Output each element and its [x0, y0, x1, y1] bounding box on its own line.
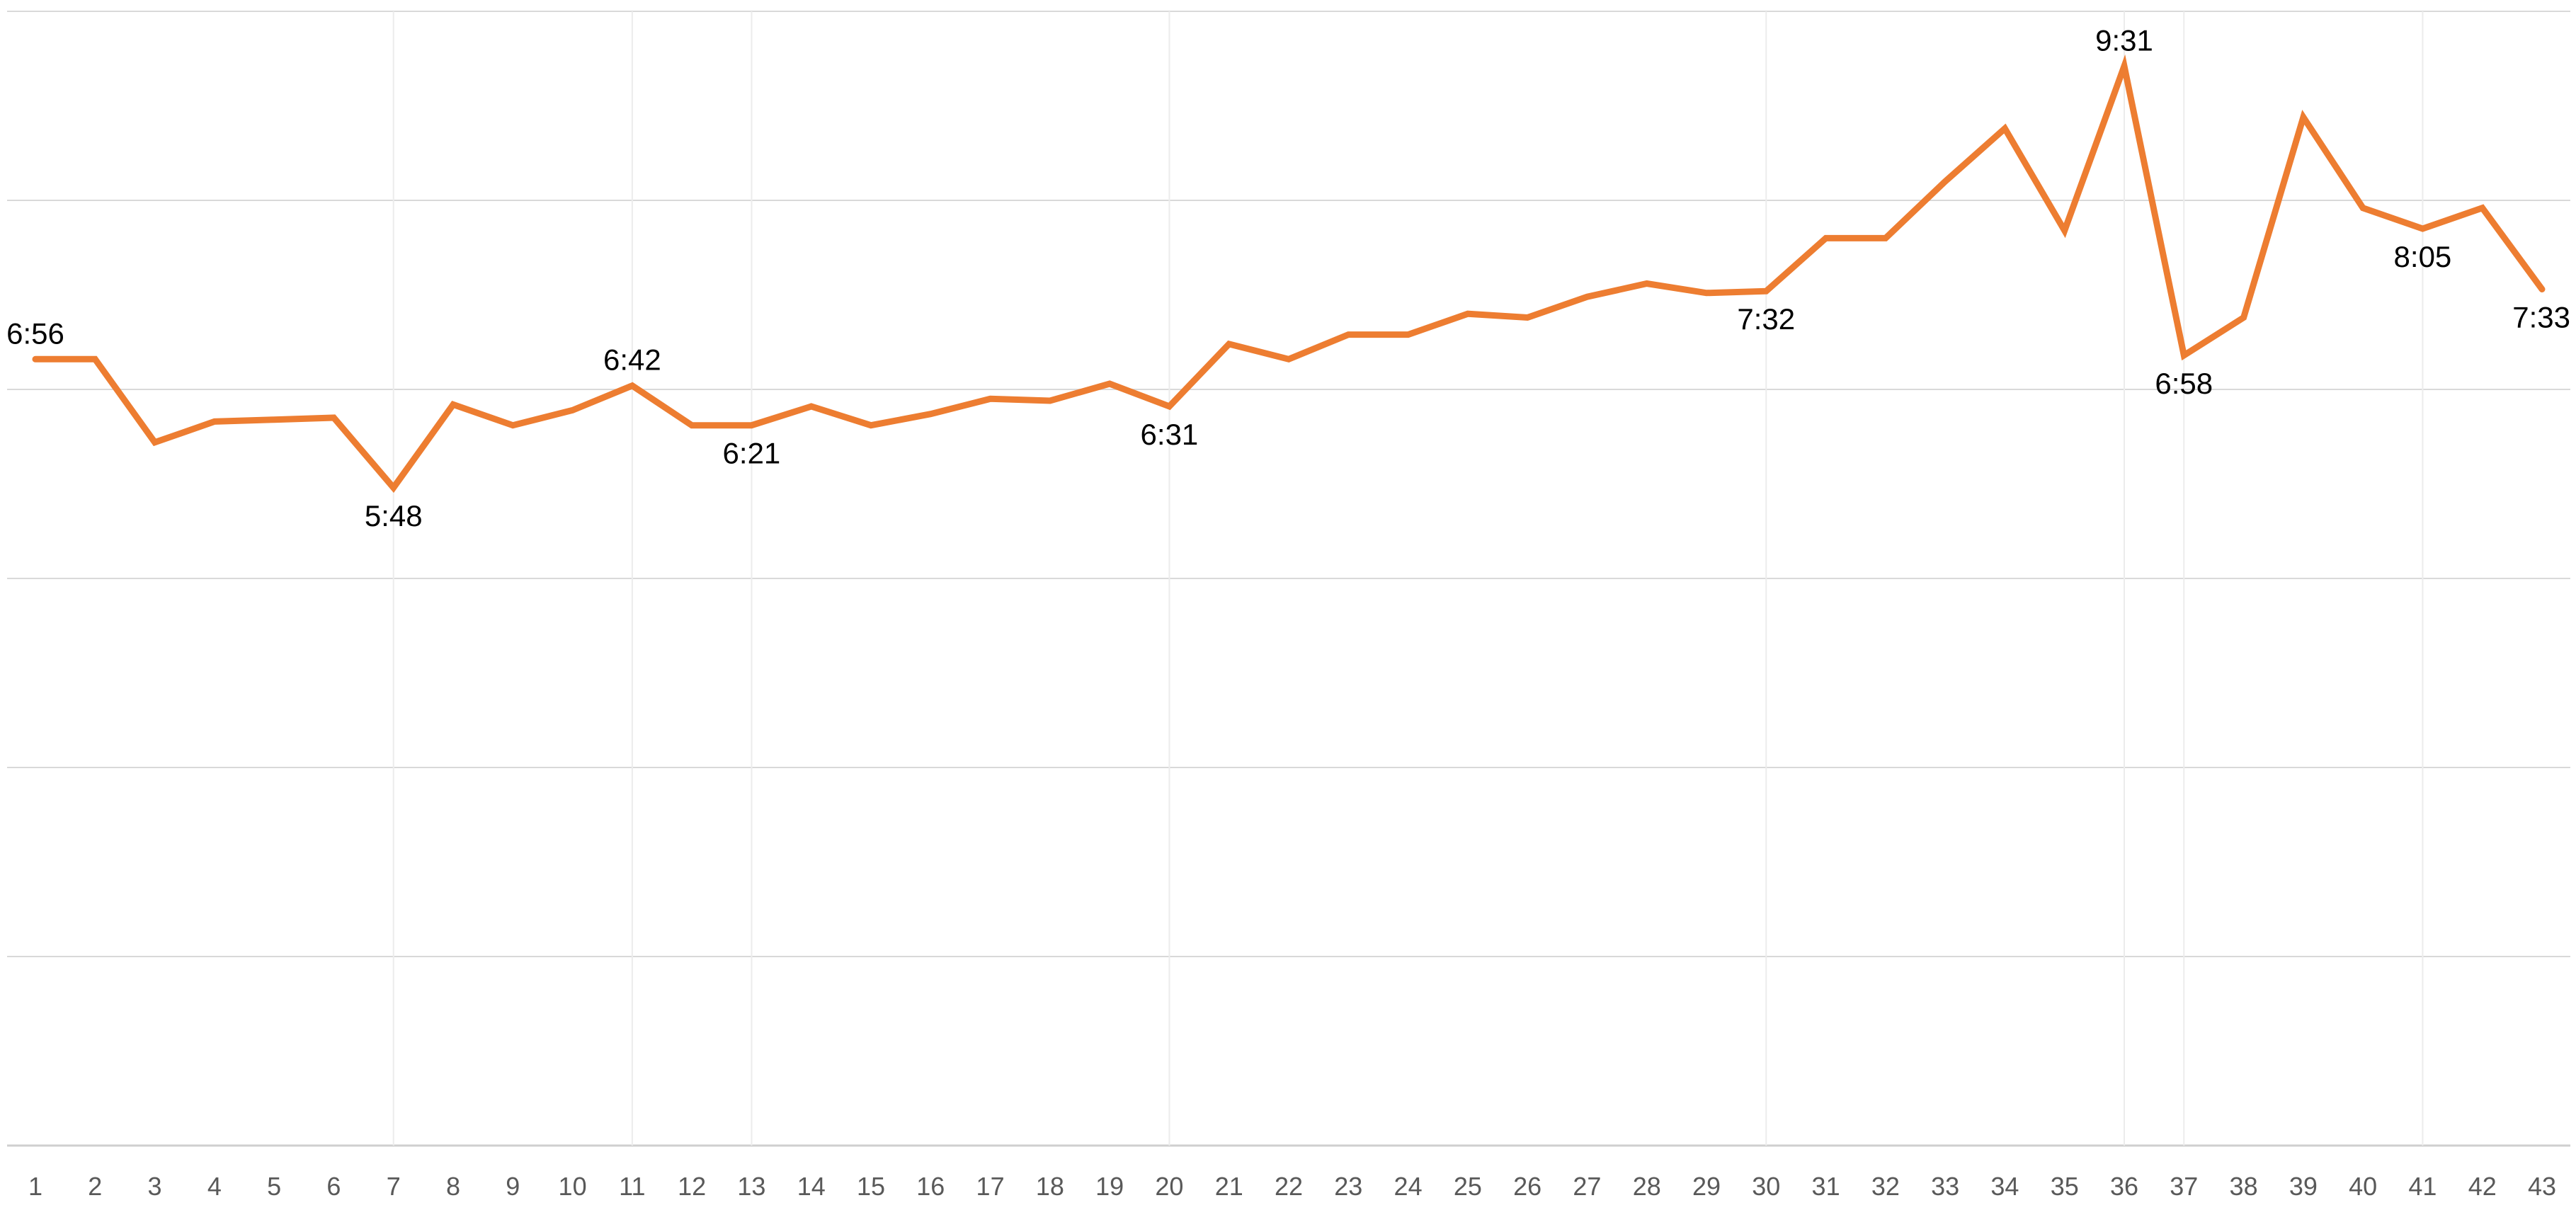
x-tick-label-11: 11	[619, 1172, 645, 1201]
x-tick-label-42: 42	[2468, 1172, 2497, 1201]
x-tick-label-4: 4	[207, 1172, 222, 1201]
x-tick-label-20: 20	[1155, 1172, 1183, 1201]
x-tick-label-37: 37	[2170, 1172, 2198, 1201]
x-tick-label-38: 38	[2230, 1172, 2258, 1201]
x-tick-label-36: 36	[2110, 1172, 2138, 1201]
data-label-11: 6:42	[603, 343, 661, 377]
x-tick-label-16: 16	[916, 1172, 945, 1201]
vertical-gridlines	[392, 11, 2424, 1146]
x-tick-label-23: 23	[1334, 1172, 1362, 1201]
data-label-43: 7:33	[2512, 300, 2570, 333]
x-tick-label-14: 14	[797, 1172, 826, 1201]
x-tick-label-28: 28	[1633, 1172, 1661, 1201]
series-line	[32, 54, 2546, 493]
data-label-13: 6:21	[723, 437, 781, 470]
x-tick-label-2: 2	[88, 1172, 102, 1201]
x-tick-label-31: 31	[1812, 1172, 1840, 1201]
x-tick-label-5: 5	[267, 1172, 281, 1201]
data-label-41: 8:05	[2394, 240, 2452, 273]
x-tick-label-32: 32	[1871, 1172, 1900, 1201]
x-tick-label-15: 15	[857, 1172, 885, 1201]
x-tick-label-27: 27	[1573, 1172, 1601, 1201]
x-tick-label-35: 35	[2051, 1172, 2079, 1201]
x-tick-label-6: 6	[326, 1172, 341, 1201]
x-tick-label-21: 21	[1215, 1172, 1243, 1201]
x-tick-label-29: 29	[1692, 1172, 1721, 1201]
x-tick-label-39: 39	[2289, 1172, 2318, 1201]
x-tick-label-41: 41	[2408, 1172, 2437, 1201]
x-axis-tick-labels: 1 2 3 4 5 6 7 8 9 10 11 12 13 14 15 16 17 18 19 20 21 22 23 24 2…	[28, 1172, 2556, 1201]
x-tick-label-1: 1	[28, 1172, 42, 1201]
data-label-36: 9:31	[2095, 23, 2153, 57]
x-tick-label-10: 10	[559, 1172, 587, 1201]
x-tick-label-18: 18	[1036, 1172, 1064, 1201]
horizontal-gridlines	[7, 11, 2570, 1147]
x-tick-label-33: 33	[1931, 1172, 1959, 1201]
x-tick-label-25: 25	[1454, 1172, 1482, 1201]
x-tick-label-26: 26	[1513, 1172, 1541, 1201]
x-tick-label-34: 34	[1990, 1172, 2019, 1201]
x-tick-label-24: 24	[1394, 1172, 1423, 1201]
x-tick-label-43: 43	[2528, 1172, 2556, 1201]
data-label-37: 6:58	[2155, 367, 2213, 400]
x-tick-label-40: 40	[2349, 1172, 2377, 1201]
x-tick-label-12: 12	[678, 1172, 706, 1201]
x-tick-label-30: 30	[1752, 1172, 1780, 1201]
x-tick-label-13: 13	[737, 1172, 765, 1201]
x-tick-label-8: 8	[446, 1172, 460, 1201]
data-label-7: 5:48	[365, 499, 423, 532]
x-tick-label-7: 7	[387, 1172, 401, 1201]
data-label-1: 6:56	[6, 316, 64, 350]
x-tick-label-19: 19	[1095, 1172, 1124, 1201]
data-label-20: 6:31	[1141, 418, 1199, 451]
data-labels: 6:56 5:48 6:42 6:21 6:31 7:32 9:31 6:58 8:05 7:33	[6, 23, 2570, 532]
x-tick-label-9: 9	[506, 1172, 520, 1201]
series-group	[32, 54, 2546, 493]
x-tick-label-22: 22	[1275, 1172, 1303, 1201]
data-label-30: 7:32	[1737, 302, 1795, 336]
x-tick-label-3: 3	[148, 1172, 162, 1201]
x-tick-label-17: 17	[976, 1172, 1005, 1201]
